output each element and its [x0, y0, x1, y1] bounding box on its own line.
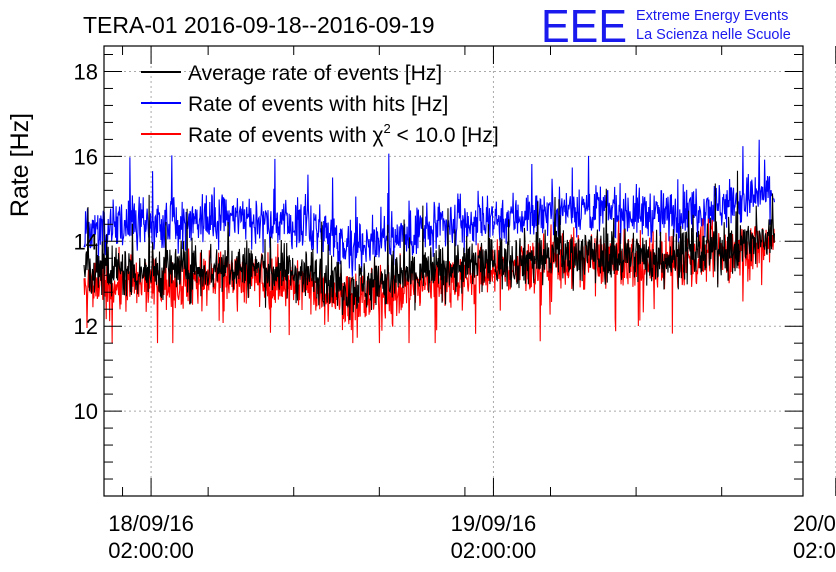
y-tick-label: 10	[74, 399, 98, 424]
chart-title: TERA-01 2016-09-18--2016-09-19	[83, 12, 435, 38]
x-tick-label-time: 02:00:00	[108, 538, 194, 563]
legend-label-hits: Rate of events with hits [Hz]	[188, 93, 448, 116]
tick-labels: 101214161818/09/1602:00:0019/09/1602:00:…	[74, 59, 836, 563]
axis-ticks	[104, 46, 836, 496]
y-axis-label: Rate [Hz]	[6, 113, 34, 217]
y-tick-label: 18	[74, 59, 98, 84]
eee-logo-line1: Extreme Energy Events	[636, 8, 788, 24]
x-tick-label-date: 20/09/16	[793, 511, 836, 536]
legend-label-average: Average rate of events [Hz]	[188, 62, 442, 85]
legend-label-chi2: Rate of events with χ2 < 10.0 [Hz]	[188, 121, 499, 147]
y-tick-label: 16	[74, 144, 98, 169]
y-tick-label: 12	[74, 314, 98, 339]
legend-chi2-suffix: < 10.0 [Hz]	[391, 124, 499, 147]
legend: Average rate of events [Hz] Rate of even…	[141, 62, 499, 147]
eee-logo-line2: La Scienza nelle Scuole	[636, 27, 791, 43]
x-tick-label-time: 02:00:00	[793, 538, 836, 563]
legend-chi2-prefix: Rate of events with	[188, 124, 372, 147]
series-group	[83, 139, 776, 344]
y-tick-label: 14	[74, 229, 98, 254]
x-tick-label-time: 02:00:00	[451, 538, 537, 563]
series-line-average	[83, 170, 776, 321]
plot-frame	[103, 45, 804, 497]
legend-chi2-symbol: χ	[372, 124, 383, 147]
eee-logo: EEE Extreme Energy Events La Scienza nel…	[541, 0, 791, 52]
x-tick-label-date: 18/09/16	[108, 511, 194, 536]
legend-chi2-exponent: 2	[383, 121, 390, 136]
series-line-hits	[83, 139, 776, 277]
x-tick-label-date: 19/09/16	[451, 511, 537, 536]
eee-logo-mark: EEE	[541, 0, 627, 52]
